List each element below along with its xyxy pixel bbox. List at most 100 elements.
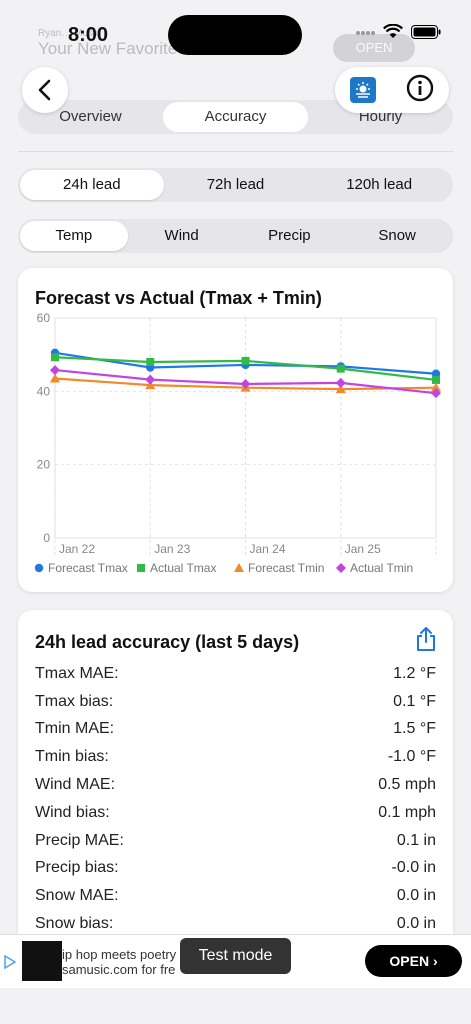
data-point — [432, 375, 440, 384]
chart-title: Forecast vs Actual (Tmax + Tmin) — [35, 288, 322, 308]
status-bar: Ryan… Music Your New Favorite OPEN 8:00 — [0, 0, 471, 62]
x-tick-label: Jan 24 — [250, 542, 286, 556]
x-tick-label: Jan 22 — [59, 542, 95, 556]
accuracy-label: Tmax bias: — [35, 692, 114, 710]
lead-time-selector: 24h lead 72h lead 120h lead — [18, 168, 453, 202]
accuracy-value: -0.0 in — [391, 859, 436, 877]
y-tick-label: 20 — [37, 458, 51, 472]
accuracy-value: 0.1 °F — [393, 692, 436, 710]
legend-label: Actual Tmin — [350, 561, 413, 575]
accuracy-value: 0.5 mph — [378, 776, 436, 794]
ghost-ad-open-button: OPEN — [333, 34, 415, 62]
battery-icon — [411, 24, 441, 44]
chevron-left-icon — [38, 79, 51, 101]
accuracy-value: 0.0 in — [396, 887, 436, 905]
ad-line2: samusic.com for fre — [62, 962, 176, 977]
accuracy-value: 1.2 °F — [393, 664, 436, 682]
legend-marker — [336, 563, 346, 573]
lead-72h[interactable]: 72h lead — [206, 176, 265, 193]
data-point — [50, 365, 60, 376]
accuracy-label: Precip MAE: — [35, 831, 124, 849]
nav-actions — [335, 67, 449, 113]
accuracy-label: Precip bias: — [35, 859, 119, 877]
data-point — [145, 380, 156, 390]
back-button[interactable] — [22, 67, 68, 113]
legend-marker — [34, 563, 44, 573]
y-tick-label: 40 — [37, 384, 51, 398]
ad-play-icon — [4, 954, 17, 974]
accuracy-value: 1.5 °F — [393, 720, 436, 738]
legend-marker — [137, 564, 145, 572]
var-wind[interactable]: Wind — [164, 227, 199, 244]
accuracy-row: Tmin bias: -1.0 °F — [35, 743, 436, 771]
ghost-ad-line2: Your New Favorite — [38, 39, 178, 58]
accuracy-label: Tmin bias: — [35, 748, 109, 766]
legend-label: Forecast Tmin — [248, 561, 324, 575]
accuracy-list: Tmax MAE: 1.2 °F Tmax bias: 0.1 °F Tmin MAE:… — [35, 660, 436, 938]
legend-label: Actual Tmax — [150, 561, 216, 575]
legend-label: Forecast Tmax — [48, 561, 128, 575]
accuracy-label: Wind MAE: — [35, 776, 116, 794]
test-mode-label: Test mode — [180, 938, 291, 974]
y-tick-label: 60 — [37, 311, 51, 325]
lead-120h[interactable]: 120h lead — [346, 176, 413, 193]
divider — [18, 151, 453, 152]
signal-icon — [355, 25, 375, 43]
data-point — [240, 379, 251, 389]
background-ad-banner: Ryan… Music Your New Favorite — [20, 28, 310, 68]
chart-card: Forecast vs Actual (Tmax + Tmin) 0 20 40 60… — [18, 268, 453, 592]
accuracy-row: Snow bias: 0.0 in — [35, 910, 436, 938]
ghost-ad-line1: Ryan… Music — [38, 28, 101, 39]
dynamic-island — [168, 15, 302, 55]
data-point — [51, 353, 59, 362]
data-point — [336, 364, 345, 373]
accuracy-row: Precip MAE: 0.1 in — [35, 827, 436, 855]
accuracy-title: 24h lead accuracy (last 5 days) — [35, 632, 300, 652]
accuracy-label: Wind bias: — [35, 803, 110, 821]
accuracy-label: Tmin MAE: — [35, 720, 115, 738]
data-point — [335, 377, 346, 388]
data-point — [241, 356, 250, 365]
accuracy-row: Tmax bias: 0.1 °F — [35, 688, 436, 716]
ad-line1: ip hop meets poetry — [62, 947, 177, 962]
accuracy-value: 0.0 in — [396, 915, 436, 933]
status-time: 8:00 — [68, 24, 109, 46]
data-point — [335, 384, 346, 394]
ad-open-button[interactable]: OPEN › — [365, 945, 462, 977]
var-snow[interactable]: Snow — [378, 227, 416, 244]
data-point — [431, 382, 441, 392]
accuracy-row: Wind bias: 0.1 mph — [35, 799, 436, 827]
accuracy-label: Tmax MAE: — [35, 664, 119, 682]
accuracy-row: Wind MAE: 0.5 mph — [35, 771, 436, 799]
sun-icon[interactable] — [350, 77, 376, 103]
y-tick-label: 0 — [43, 531, 50, 545]
legend-marker — [234, 563, 244, 572]
accuracy-row: Snow MAE: 0.0 in — [35, 882, 436, 910]
lead-24h[interactable]: 24h lead — [20, 170, 164, 200]
variable-selector: Temp Wind Precip Snow — [18, 219, 453, 253]
share-icon[interactable] — [415, 626, 437, 657]
accuracy-label: Snow bias: — [35, 915, 114, 933]
accuracy-row: Tmax MAE: 1.2 °F — [35, 660, 436, 688]
x-tick-label: Jan 25 — [345, 542, 381, 556]
accuracy-value: 0.1 mph — [378, 803, 436, 821]
accuracy-row: Precip bias: -0.0 in — [35, 855, 436, 883]
x-tick-label: Jan 23 — [154, 542, 190, 556]
forecast-chart: 0 20 40 60 Jan 22 Jan 23 Jan 24 Jan 25 Forecast … — [34, 311, 441, 575]
accuracy-value: 0.1 in — [396, 831, 436, 849]
var-precip[interactable]: Precip — [268, 227, 311, 244]
ad-logo — [22, 941, 62, 981]
tab-accuracy[interactable]: Accuracy — [163, 102, 308, 132]
info-icon[interactable] — [406, 74, 434, 107]
wifi-icon — [383, 23, 403, 44]
accuracy-card: 24h lead accuracy (last 5 days) Tmax MAE… — [18, 610, 453, 950]
accuracy-value: -1.0 °F — [387, 748, 436, 766]
accuracy-row: Tmin MAE: 1.5 °F — [35, 716, 436, 744]
accuracy-label: Snow MAE: — [35, 887, 119, 905]
data-point — [145, 374, 156, 385]
data-point — [431, 369, 441, 378]
data-point — [50, 373, 60, 383]
tab-overview[interactable]: Overview — [59, 108, 122, 125]
var-temp[interactable]: Temp — [20, 221, 128, 251]
data-point — [146, 358, 155, 366]
